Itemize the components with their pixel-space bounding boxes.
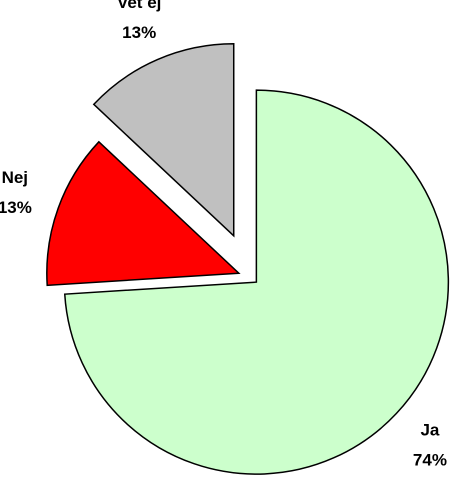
slice-label: Nej (2, 168, 28, 187)
pie-slice (46, 140, 241, 287)
slice-value-label: 74% (413, 451, 447, 470)
slice-label: Vet ej (117, 0, 161, 12)
pie-slice (63, 89, 450, 475)
slice-value-label: 13% (122, 23, 156, 42)
pie-slice (92, 43, 235, 238)
slice-value-label: 13% (0, 198, 32, 217)
slice-label: Ja (420, 421, 439, 440)
